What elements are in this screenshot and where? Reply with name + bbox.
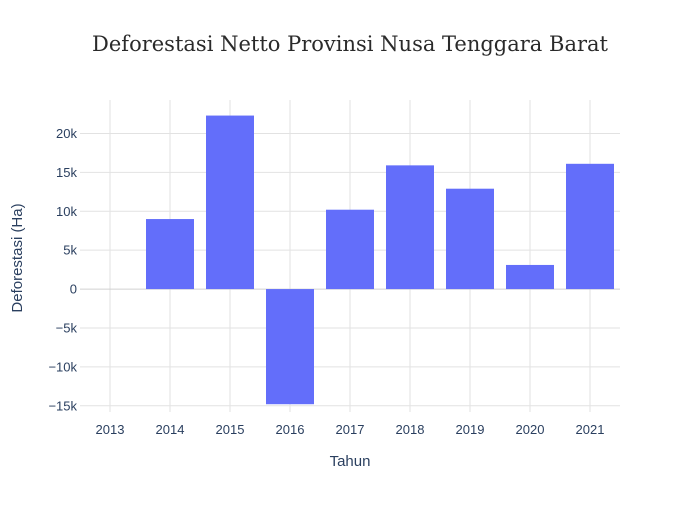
y-tick-label: −5k (56, 320, 78, 335)
x-tick-label: 2015 (216, 422, 245, 437)
bar-2021[interactable] (566, 163, 614, 290)
bar-2017[interactable] (326, 209, 374, 290)
y-tick-label: 0 (70, 282, 77, 297)
x-tick-label: 2013 (96, 422, 125, 437)
x-tick-label: 2021 (576, 422, 605, 437)
y-tick-label: 20k (56, 126, 77, 141)
x-tick-label: 2017 (336, 422, 365, 437)
y-axis-ticks: −15k −10k −5k 0 5k 10k 15k 20k (48, 126, 77, 413)
y-tick-label: −10k (48, 359, 77, 374)
bar-2016[interactable] (266, 289, 314, 405)
y-tick-label: 5k (63, 243, 77, 258)
chart-title: Deforestasi Netto Provinsi Nusa Tenggara… (92, 32, 608, 56)
bar-2020[interactable] (506, 264, 554, 290)
x-tick-label: 2020 (516, 422, 545, 437)
bars (146, 115, 614, 405)
x-tick-label: 2018 (396, 422, 425, 437)
y-tick-label: −15k (48, 398, 77, 413)
y-tick-label: 10k (56, 204, 77, 219)
x-axis-title: Tahun (330, 453, 371, 470)
x-tick-label: 2019 (456, 422, 485, 437)
y-tick-label: 15k (56, 165, 77, 180)
bar-2019[interactable] (446, 188, 494, 290)
x-axis-ticks: 2013 2014 2015 2016 2017 2018 2019 2020 2021 (96, 422, 605, 437)
x-tick-label: 2016 (276, 422, 305, 437)
bar-2018[interactable] (386, 165, 434, 290)
bar-2014[interactable] (146, 219, 194, 290)
bar-2015[interactable] (206, 115, 254, 290)
y-axis-title: Deforestasi (Ha) (9, 203, 26, 312)
x-tick-label: 2014 (156, 422, 185, 437)
